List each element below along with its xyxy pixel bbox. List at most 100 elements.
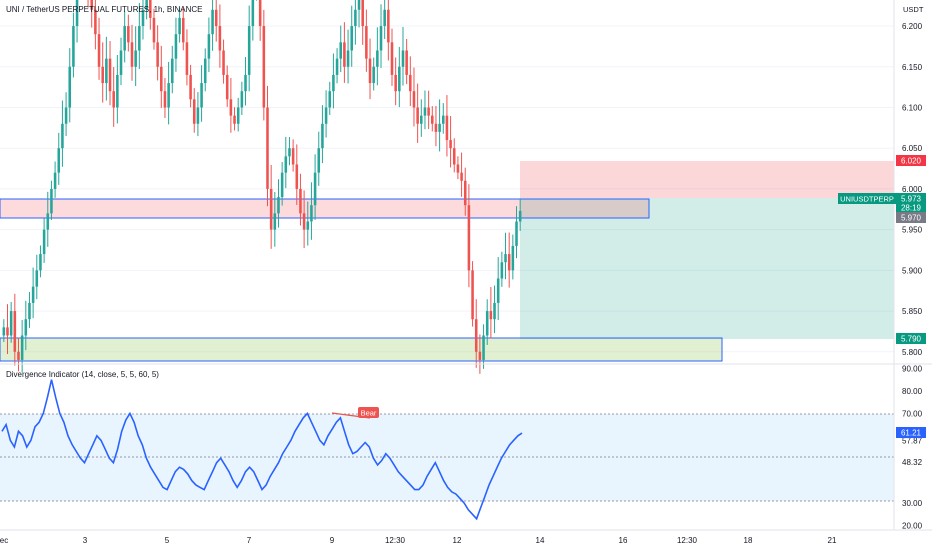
candle-body bbox=[24, 319, 28, 336]
rsi-value-badge bbox=[896, 427, 926, 438]
candle-body bbox=[328, 91, 332, 108]
time-tick-label: ec bbox=[0, 536, 8, 545]
stop-loss-zone[interactable] bbox=[520, 161, 894, 198]
time-axis[interactable]: ec 3 5 7 9 12:30 12 14 16 12:30 18 21 bbox=[0, 536, 837, 545]
candle-body bbox=[295, 164, 299, 189]
candle-body bbox=[269, 188, 273, 230]
candle-body bbox=[181, 17, 185, 43]
entry-price-badge bbox=[896, 212, 926, 223]
candle-body bbox=[518, 210, 522, 222]
candle-body bbox=[196, 107, 200, 124]
candle-body bbox=[423, 107, 427, 116]
candle-body bbox=[284, 156, 288, 173]
candle-body bbox=[460, 172, 463, 181]
price-axis[interactable]: 6.200 6.150 6.100 6.050 6.000 5.950 5.900 5.850… bbox=[902, 22, 923, 357]
candle-body bbox=[35, 270, 39, 287]
candle-body bbox=[277, 197, 280, 214]
candle-body bbox=[343, 42, 346, 67]
candle-body bbox=[207, 34, 211, 59]
candle-body bbox=[471, 270, 474, 320]
price-tick-label: 6.100 bbox=[902, 103, 923, 112]
candle-body bbox=[346, 50, 350, 67]
rsi-tick-label: 80.00 bbox=[902, 387, 923, 396]
candle-body bbox=[75, 0, 79, 27]
rsi-tick-label: 20.00 bbox=[902, 522, 923, 531]
candle-body bbox=[68, 66, 72, 108]
candle-body bbox=[401, 50, 405, 67]
candle-body bbox=[398, 66, 401, 92]
candle-body bbox=[324, 107, 328, 124]
candle-body bbox=[17, 351, 20, 360]
candle-body bbox=[427, 107, 430, 116]
candle-body bbox=[233, 115, 236, 124]
rsi-tick-label: 57.87 bbox=[902, 437, 923, 446]
stop-price-badge bbox=[896, 155, 926, 166]
candle-body bbox=[350, 26, 353, 51]
last-price-badge bbox=[896, 193, 926, 213]
candle-body bbox=[463, 180, 467, 206]
candle-body bbox=[302, 213, 306, 230]
candle-body bbox=[438, 123, 441, 132]
rsi-axis[interactable]: 90.00 80.00 70.00 57.87 48.32 30.00 20.00 bbox=[902, 364, 923, 530]
candle-body bbox=[105, 58, 108, 84]
rsi-tick-label: 90.00 bbox=[902, 364, 923, 373]
last-price-label: 5.973 bbox=[901, 195, 922, 204]
resistance-box[interactable] bbox=[0, 198, 650, 219]
candle-body bbox=[321, 123, 324, 149]
candle-body bbox=[354, 9, 357, 27]
candle-body bbox=[365, 26, 368, 59]
time-tick-label: 18 bbox=[744, 536, 753, 545]
rsi-line bbox=[1, 379, 523, 521]
indicator-title: Divergence Indicator (14, close, 5, 5, 6… bbox=[6, 370, 159, 379]
candle-body bbox=[28, 302, 31, 320]
candle-body bbox=[192, 99, 196, 124]
candle-body bbox=[171, 58, 174, 84]
candle-body bbox=[229, 99, 233, 116]
rsi-tick-label: 48.32 bbox=[902, 458, 923, 467]
candle-body bbox=[266, 107, 269, 189]
candle-body bbox=[372, 66, 375, 84]
chart-title: UNI / TetherUS PERPETUAL FUTURES, 1h, BI… bbox=[6, 5, 203, 14]
take-profit-zone[interactable] bbox=[520, 198, 894, 339]
candle-body bbox=[240, 91, 244, 108]
time-tick-label: 14 bbox=[536, 536, 545, 545]
candle-body bbox=[507, 254, 511, 271]
candle-body bbox=[61, 123, 64, 149]
candle-body bbox=[119, 50, 123, 75]
candle-body bbox=[64, 107, 68, 124]
candle-body bbox=[222, 50, 225, 75]
candle-body bbox=[152, 17, 156, 43]
rsi-tick-label: 30.00 bbox=[902, 499, 923, 508]
countdown-label: 28:19 bbox=[901, 204, 922, 213]
symbol-badge bbox=[838, 193, 896, 204]
candle-body bbox=[288, 148, 291, 157]
candle-body bbox=[31, 286, 35, 303]
candle-body bbox=[138, 26, 141, 51]
candle-body bbox=[6, 327, 9, 336]
candle-body bbox=[390, 42, 394, 75]
candle-body bbox=[441, 115, 445, 124]
time-tick-label: 12 bbox=[453, 536, 462, 545]
candle-body bbox=[72, 26, 75, 67]
time-tick-label: 16 bbox=[619, 536, 628, 545]
target-price-badge bbox=[896, 333, 926, 344]
support-box[interactable] bbox=[0, 337, 723, 362]
candle-body bbox=[394, 74, 397, 92]
price-tick-label: 5.850 bbox=[902, 307, 923, 316]
candle-body bbox=[387, 9, 390, 43]
candle-body bbox=[203, 58, 207, 84]
candle-body bbox=[156, 42, 159, 67]
rsi-band-fill bbox=[0, 414, 894, 501]
candle-body bbox=[485, 311, 489, 336]
price-tick-label: 5.900 bbox=[902, 266, 923, 275]
candle-body bbox=[163, 91, 167, 108]
candle-body bbox=[127, 26, 130, 43]
candle-body bbox=[467, 205, 471, 271]
candle-body bbox=[244, 74, 247, 92]
candle-body bbox=[225, 74, 229, 100]
candle-body bbox=[130, 42, 134, 67]
candle-body bbox=[339, 42, 343, 59]
price-tick-label: 6.000 bbox=[902, 185, 923, 194]
candle-body bbox=[313, 172, 317, 206]
